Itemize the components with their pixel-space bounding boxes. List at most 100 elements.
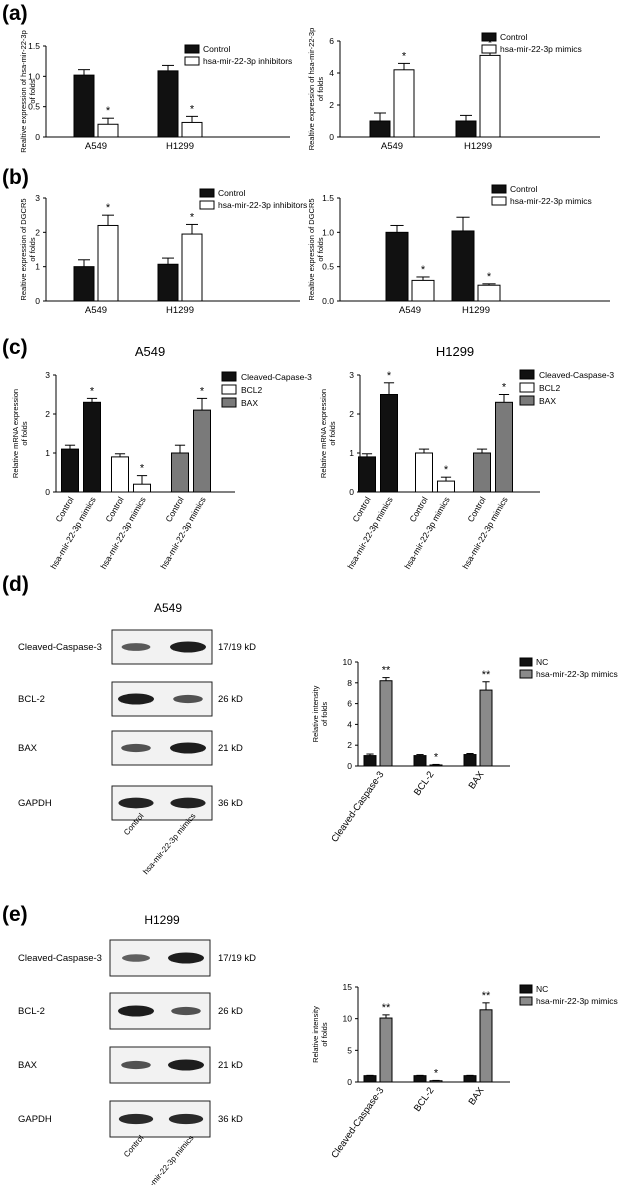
bar	[455, 120, 477, 138]
blot-band	[171, 1006, 201, 1016]
category-label: hsa-mir-22-3p mimics	[460, 495, 510, 571]
y-tick-label: 10	[343, 657, 353, 667]
y-tick-label: 0	[35, 132, 40, 142]
legend-label: BCL2	[241, 385, 263, 395]
y-tick-label: 8	[347, 678, 352, 688]
bar	[479, 54, 501, 138]
legend-label: NC	[536, 657, 548, 667]
category-label: H1299	[464, 141, 492, 152]
category-label: Control	[53, 495, 75, 524]
blot-title: H1299	[144, 913, 180, 927]
blot-band	[170, 797, 206, 809]
y-tick-label: 4	[347, 719, 352, 729]
significance-mark: *	[502, 382, 507, 394]
y-tick-label: 0	[347, 1077, 352, 1087]
chart-a-right: 0 2 4 6 Realtive expression of hsa-mir-22-3p…	[307, 28, 600, 152]
molecular-weight-label: 36 kD	[218, 1114, 243, 1125]
y-tick-label: 1.5	[322, 193, 334, 203]
y-tick-label: 1.0	[28, 71, 40, 81]
panel-letter: (e)	[2, 903, 28, 926]
panel-letters: (a) (b) (c) (d) (e)	[2, 2, 29, 926]
bar	[411, 279, 435, 302]
bar	[380, 394, 398, 493]
bar	[473, 452, 491, 493]
category-label: BCL-2	[412, 1085, 436, 1113]
lane-label: hsa-mir-22-3p mimics	[141, 812, 197, 877]
legend-swatch	[519, 382, 535, 393]
blot-band	[122, 954, 150, 962]
y-tick-label: 3	[349, 370, 354, 380]
bar	[97, 224, 119, 302]
legend-label: hsa-mir-22-3p inhibitors	[203, 56, 292, 66]
legend-swatch	[519, 996, 533, 1006]
bar	[193, 409, 211, 493]
legend-label: NC	[536, 984, 548, 994]
legend-label: hsa-mir-22-3p inhibitors	[218, 200, 307, 210]
significance-mark: **	[482, 669, 491, 681]
legend-swatch	[491, 184, 507, 194]
bar	[393, 69, 415, 138]
legend-swatch	[221, 384, 237, 395]
y-tick-label: 0	[349, 487, 354, 497]
y-tick-label: 0	[45, 487, 50, 497]
legend-label: hsa-mir-22-3p mimics	[536, 669, 618, 679]
y-axis-label: Realtive expression of DGCR5of folds	[307, 198, 325, 300]
chart-c-left: A549 0 1 2 3 Relative mRNA expressionof folds…	[11, 344, 312, 571]
blot-row: BCL-2 26 kD	[18, 681, 243, 717]
bar	[181, 233, 203, 302]
bar	[97, 123, 119, 138]
blot-band	[118, 797, 154, 809]
legend-label: BAX	[539, 396, 556, 406]
significance-mark: *	[106, 105, 111, 117]
legend-swatch	[184, 44, 200, 54]
molecular-weight-label: 21 kD	[218, 1060, 243, 1071]
blot-row: Cleaved-Caspase-3 17/19 kD	[18, 939, 256, 977]
legend-label: Control	[510, 184, 538, 194]
legend-swatch	[221, 397, 237, 408]
panel-letter: (b)	[2, 166, 29, 189]
significance-mark: *	[434, 1067, 439, 1079]
blot-band	[170, 742, 206, 754]
legend-label: hsa-mir-22-3p mimics	[536, 996, 618, 1006]
molecular-weight-label: 21 kD	[218, 743, 243, 754]
bar	[463, 754, 477, 767]
y-tick-label: 1	[349, 448, 354, 458]
legend-label: Control	[203, 44, 231, 54]
category-label: hsa-mir-22-3p mimics	[402, 495, 452, 571]
protein-label: GAPDH	[18, 798, 52, 809]
bar	[358, 456, 376, 493]
bar	[495, 401, 513, 493]
blot-band	[168, 1059, 204, 1071]
y-axis-label: Relative mRNA expressionof folds	[319, 389, 337, 478]
y-tick-label: 2	[329, 100, 334, 110]
blot-row: BAX 21 kD	[18, 730, 243, 766]
blot-band	[118, 1113, 154, 1125]
y-tick-label: 0	[329, 132, 334, 142]
y-axis-label: Realtive expression of hsa-mir-22-3pof f…	[307, 28, 325, 151]
panel-letter: (c)	[2, 336, 28, 359]
y-axis-label: Relative intensityof folds	[311, 685, 329, 742]
significance-mark: *	[90, 385, 95, 397]
category-label: BAX	[467, 769, 487, 791]
panel-letter: (d)	[2, 573, 29, 596]
y-tick-label: 2	[35, 227, 40, 237]
legend-label: Cleaved-Caspase-3	[539, 370, 614, 380]
y-tick-label: 1.5	[28, 41, 40, 51]
y-tick-label: 0.5	[28, 102, 40, 112]
category-label: hsa-mir-22-3p mimics	[48, 495, 98, 571]
legend-swatch	[519, 395, 535, 406]
chart-title: H1299	[436, 344, 474, 359]
blot-row: BCL-2 26 kD	[18, 992, 243, 1030]
category-label: Control	[350, 495, 372, 524]
blot-row: Cleaved-Caspase-3 17/19 kD	[18, 629, 256, 665]
significance-mark: *	[387, 370, 392, 382]
legend-label: hsa-mir-22-3p mimics	[510, 196, 592, 206]
protein-label: BCL-2	[18, 1006, 45, 1017]
y-tick-label: 3	[35, 193, 40, 203]
category-label: A549	[381, 141, 403, 152]
y-axis-label: Relative intensityof folds	[311, 1006, 329, 1063]
y-tick-label: 1.0	[322, 227, 334, 237]
